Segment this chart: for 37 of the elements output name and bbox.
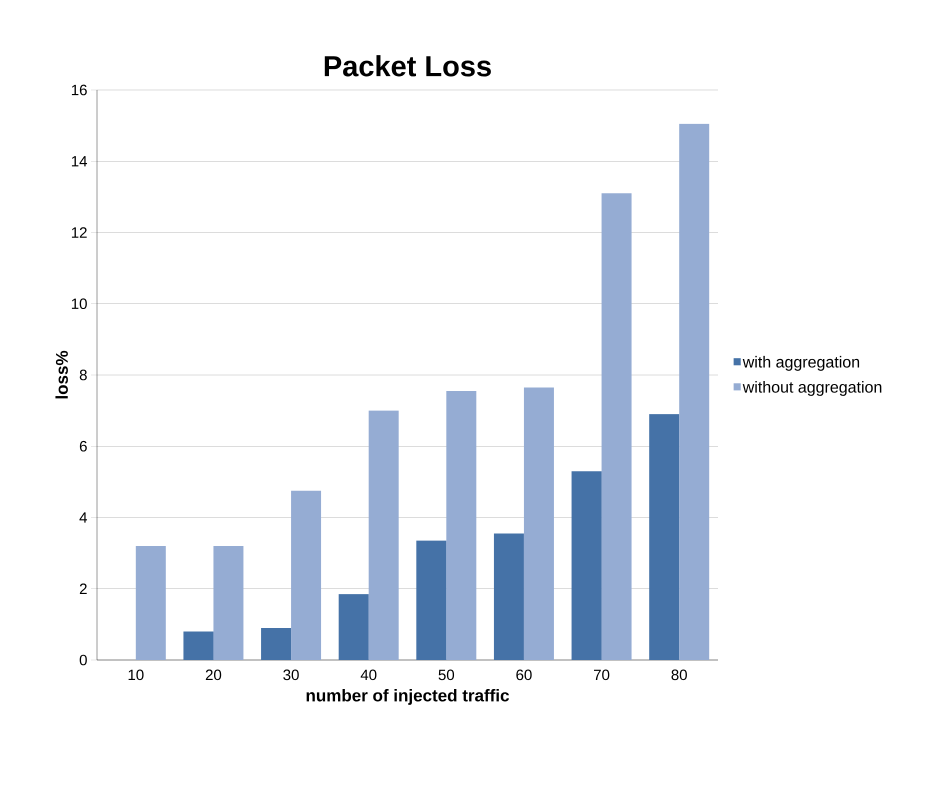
bar xyxy=(368,410,399,660)
chart-title: Packet Loss xyxy=(324,55,491,76)
bar xyxy=(291,490,322,660)
legend-label: with aggregation xyxy=(742,356,860,371)
x-tick-label: 80 xyxy=(672,670,687,680)
y-tick-label: 12 xyxy=(72,227,87,238)
y-tick-label: 8 xyxy=(80,370,87,380)
y-axis-title: loss% xyxy=(55,350,68,398)
x-tick-label: 10 xyxy=(128,670,144,680)
y-tick-label: 2 xyxy=(80,584,87,594)
bar xyxy=(416,540,446,660)
legend-label: without aggregation xyxy=(742,381,882,396)
bar xyxy=(261,628,292,660)
y-tick-label: 16 xyxy=(72,84,87,96)
bar xyxy=(446,391,476,660)
x-tick-label: 20 xyxy=(206,670,222,680)
y-tick-label: 14 xyxy=(72,156,88,166)
y-tick-label: 4 xyxy=(79,512,88,523)
bar xyxy=(494,534,524,660)
bar xyxy=(183,632,214,660)
bar xyxy=(338,594,369,660)
bar xyxy=(524,387,554,660)
y-tick-label: 0 xyxy=(80,654,87,666)
x-tick-label: 50 xyxy=(438,670,454,680)
bar xyxy=(649,414,680,660)
x-axis-title: number of injected traffic xyxy=(306,689,510,705)
bar xyxy=(136,546,166,660)
x-tick-label: 30 xyxy=(283,670,299,680)
y-tick-label: 6 xyxy=(80,440,87,452)
bar xyxy=(213,546,244,660)
y-tick-label: 10 xyxy=(72,298,87,310)
x-tick-label: 70 xyxy=(594,670,610,680)
x-tick-label: 40 xyxy=(360,670,376,680)
bar xyxy=(572,471,602,660)
bar xyxy=(679,124,710,660)
x-tick-label: 60 xyxy=(516,670,532,680)
bar xyxy=(602,193,632,660)
